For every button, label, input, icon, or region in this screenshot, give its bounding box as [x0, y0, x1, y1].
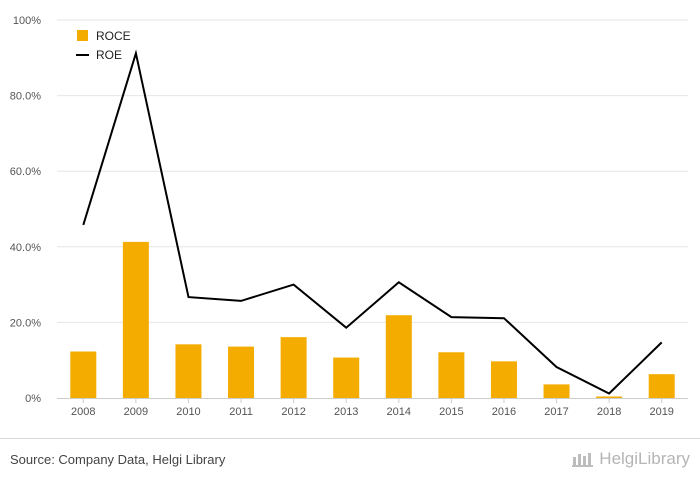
y-tick-label: 0% — [25, 393, 41, 405]
brand-logo: HelgiLibrary — [572, 449, 690, 469]
roce-bar-2010 — [175, 344, 202, 398]
roce-bar-2012 — [280, 337, 307, 398]
roce-bar-2018 — [596, 396, 623, 398]
x-tick-label-2008: 2008 — [71, 406, 95, 418]
y-axis: 0% 20.0% 40.0% 60.0% 80.0% 100% — [10, 15, 41, 405]
x-tick-label-2019: 2019 — [649, 406, 673, 418]
y-tick-label: 80.0% — [10, 91, 41, 103]
x-tick-label-2017: 2017 — [544, 406, 568, 418]
roce-bar-2011 — [228, 346, 255, 398]
roce-bar-2013 — [333, 357, 360, 398]
roce-bar-2009 — [122, 241, 149, 398]
x-tick-label-2014: 2014 — [387, 406, 411, 418]
roe-line-series — [82, 49, 663, 395]
x-tick-label-2011: 2011 — [229, 406, 253, 418]
brand-text: HelgiLibrary — [599, 449, 690, 468]
y-tick-label: 60.0% — [10, 166, 41, 178]
grid-lines — [57, 19, 688, 323]
x-tick-label-2018: 2018 — [597, 406, 621, 418]
source-note: Source: Company Data, Helgi Library — [10, 452, 226, 467]
y-tick-label: 40.0% — [10, 242, 41, 254]
x-tick-label-2010: 2010 — [176, 406, 200, 418]
library-icon — [572, 453, 594, 467]
roce-bar-2019 — [648, 374, 675, 398]
roe-line — [82, 49, 663, 395]
legend-swatch-roce — [77, 30, 88, 41]
roce-bar-2014 — [385, 315, 412, 398]
roce-bars — [70, 241, 675, 398]
roce-bar-2017 — [543, 384, 570, 398]
x-tick-label-2009: 2009 — [124, 406, 148, 418]
x-tick-label-2015: 2015 — [439, 406, 463, 418]
x-tick-label-2012: 2012 — [281, 406, 305, 418]
x-axis: 2008 2009 2010 2011 2012 2013 2014 2015 2016 2017… — [57, 398, 688, 418]
roce-bar-2016 — [490, 361, 517, 398]
legend: ROCE ROE — [76, 29, 131, 62]
roce-bar-2008 — [70, 351, 97, 398]
legend-label-roce: ROCE — [96, 29, 131, 43]
x-tick-label-2016: 2016 — [492, 406, 516, 418]
roce-bar-2015 — [438, 352, 465, 398]
x-tick-label-2013: 2013 — [334, 406, 358, 418]
footer: Source: Company Data, Helgi Library Helg… — [0, 438, 700, 484]
chart: 0%20.0%40.0%60.0%80.0%100% 2008 2009 2010 2… — [10, 15, 688, 418]
y-tick-label: 100% — [13, 15, 41, 27]
legend-label-roe: ROE — [96, 48, 122, 62]
y-tick-label: 20.0% — [10, 317, 41, 329]
